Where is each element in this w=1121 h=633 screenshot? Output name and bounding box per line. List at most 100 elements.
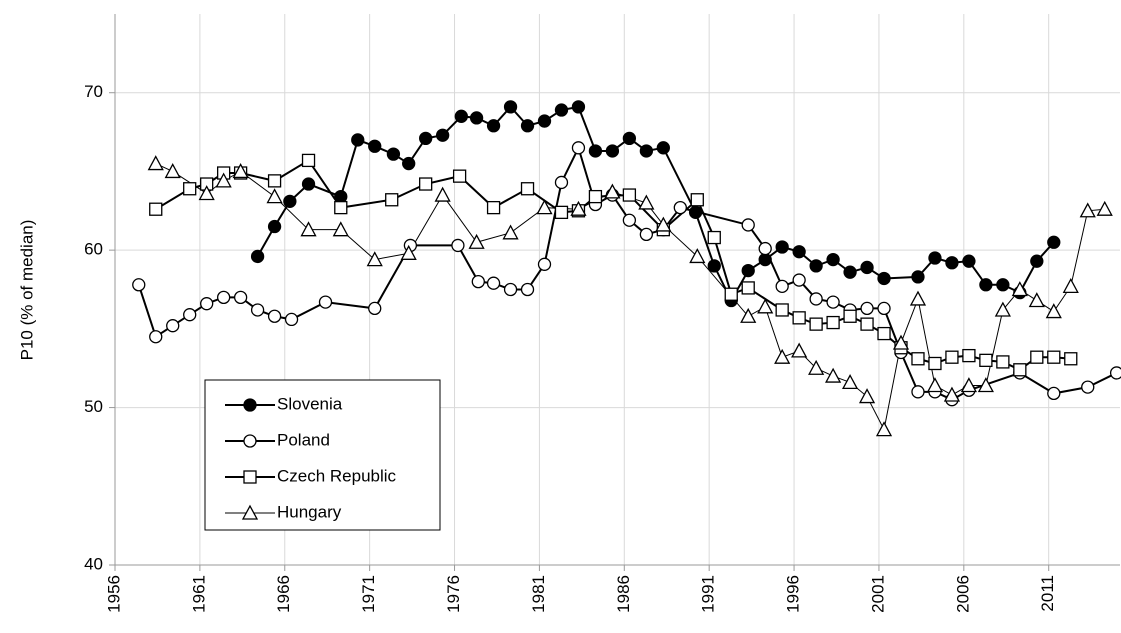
marker [385,193,399,207]
marker [301,153,316,168]
marker [911,385,925,399]
marker [452,169,467,183]
marker [400,244,417,260]
marker [267,309,282,323]
marker [1013,363,1027,377]
marker [690,193,704,207]
marker [843,265,857,279]
marker [622,188,637,202]
marker [979,278,993,292]
marker [266,188,283,204]
marker [147,155,164,171]
marker [216,290,231,305]
marker [537,257,552,271]
y-tick-label: 70 [84,82,103,101]
marker [149,330,163,344]
marker [1030,254,1044,268]
marker [809,317,823,331]
marker [183,182,197,196]
marker [826,252,840,267]
marker [877,271,891,286]
marker [1028,292,1045,308]
marker [858,388,876,404]
marker [451,238,465,253]
marker [149,202,163,216]
marker [1109,366,1121,380]
marker [588,144,603,158]
marker [928,251,942,265]
x-tick-label: 2001 [868,575,887,613]
x-tick-label: 1981 [529,575,548,613]
marker [875,421,893,437]
marker [243,470,257,484]
marker [537,114,552,128]
marker [841,374,859,390]
marker [689,248,706,264]
marker [877,326,891,341]
marker [1079,202,1096,218]
marker [622,213,637,227]
marker [332,221,349,237]
x-tick-label: 1991 [699,575,718,613]
marker [233,290,248,305]
x-tick-label: 1961 [189,575,208,613]
marker [132,278,146,292]
marker [792,311,806,325]
y-axis-label: P10 (% of median) [17,220,36,361]
marker [250,303,265,317]
marker [892,334,910,350]
marker [655,216,672,232]
marker [928,356,942,371]
marker [977,377,994,393]
marker [386,147,401,161]
marker [334,189,348,204]
marker [639,227,654,242]
marker [469,111,484,125]
marker [318,295,333,309]
marker [909,290,927,306]
marker [843,309,857,323]
marker [435,128,450,142]
marker [215,172,232,188]
marker [758,241,772,256]
marker [741,263,755,278]
marker [468,233,485,249]
marker [707,230,721,245]
marker [250,249,265,264]
series-line [256,105,1055,303]
marker [808,359,825,375]
marker [688,205,703,220]
marker [996,278,1010,292]
marker [486,276,501,290]
legend-label: Czech Republic [277,466,397,485]
marker [503,282,518,297]
marker [503,100,518,114]
marker [911,352,925,366]
marker [825,367,842,383]
marker [945,256,959,270]
x-tick-label: 2011 [1038,575,1057,612]
marker [164,163,181,179]
marker [1081,380,1095,394]
marker [571,141,586,155]
y-tick-label: 40 [84,554,103,573]
marker [402,156,416,171]
marker [1064,352,1078,366]
marker [198,185,215,201]
marker [588,189,603,204]
marker [860,301,874,316]
marker [638,194,655,210]
marker [707,259,721,273]
marker [554,175,569,190]
marker [243,398,257,412]
marker [775,279,789,294]
marker [860,317,874,331]
marker [267,174,282,188]
marker [300,221,317,237]
marker [604,183,621,199]
marker [1047,235,1061,249]
marker [520,282,535,297]
marker [945,350,959,364]
